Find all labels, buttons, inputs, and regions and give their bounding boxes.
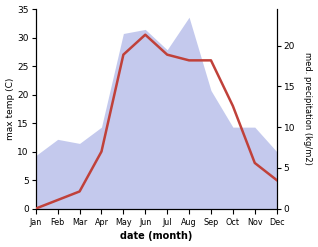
Y-axis label: med. precipitation (kg/m2): med. precipitation (kg/m2) [303,52,313,165]
Y-axis label: max temp (C): max temp (C) [5,78,15,140]
X-axis label: date (month): date (month) [120,231,192,242]
